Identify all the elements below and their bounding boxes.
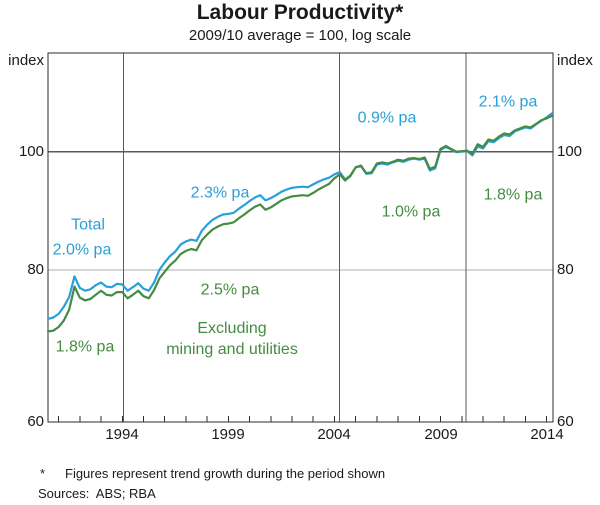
x-tick-1999: 1999	[211, 426, 245, 443]
y-tick-left-100: 100	[18, 143, 44, 160]
annotation-total-p3: 0.9% pa	[357, 109, 417, 127]
x-tick-2014: 2014	[530, 426, 564, 443]
y-tick-right-80: 80	[557, 261, 574, 278]
annotation-excluding-p4: 1.8% pa	[483, 186, 543, 204]
annotation-excluding-p3: 1.0% pa	[381, 203, 441, 221]
annotation-excluding-p2: 2.5% pa	[200, 281, 260, 299]
footnote-text: Figures represent trend growth during th…	[65, 466, 386, 481]
series-line-excluding	[46, 114, 554, 333]
y-tick-right-100: 100	[557, 143, 583, 160]
chart-title: Labour Productivity*	[196, 1, 404, 24]
annotation-excluding-p1: 1.8% pa	[55, 338, 115, 356]
y-axis-unit-right: index	[557, 52, 593, 69]
annotation-total-p4: 2.1% pa	[478, 93, 538, 111]
annotation-total-name: Total	[71, 216, 105, 234]
x-tick-2009: 2009	[424, 426, 458, 443]
y-tick-left-80: 80	[27, 261, 44, 278]
annotation-total-p1: 2.0% pa	[52, 241, 112, 259]
x-tick-2004: 2004	[317, 426, 351, 443]
y-tick-left-60: 60	[27, 413, 44, 430]
footnote-marker: *	[40, 466, 46, 481]
plot-frame	[47, 52, 554, 423]
sources-line: Sources: ABS; RBA	[38, 486, 156, 501]
annotation-excluding-name: Excluding mining and utilities	[166, 320, 298, 358]
y-tick-right-60: 60	[557, 413, 574, 430]
chart-subtitle: 2009/10 average = 100, log scale	[188, 27, 412, 44]
x-tick-1994: 1994	[105, 426, 139, 443]
y-axis-unit-left: index	[8, 52, 44, 69]
annotation-total-p2: 2.3% pa	[190, 184, 250, 202]
